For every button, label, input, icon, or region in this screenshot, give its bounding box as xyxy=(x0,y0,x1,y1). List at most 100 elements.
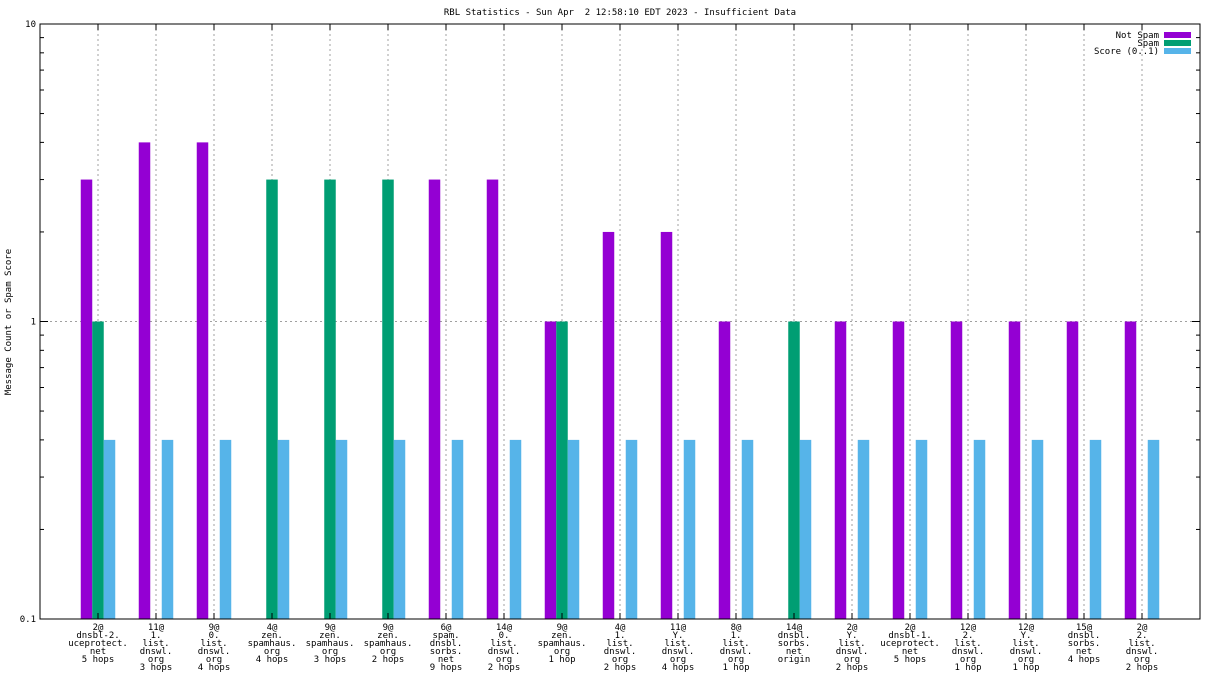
legend-swatch xyxy=(1164,48,1191,54)
bar-score-0-1 xyxy=(335,439,348,619)
category-label-line: 2 hops xyxy=(372,655,405,665)
y-tick-label: 0.1 xyxy=(20,615,36,625)
bar-score-0-1 xyxy=(103,439,116,619)
category-label-line: 5 hops xyxy=(82,655,115,665)
category-label-line: 9@ xyxy=(557,623,568,633)
category-label-line: org xyxy=(728,655,744,665)
category-label: 11@ 1. list. dnswl. org 3 hops xyxy=(140,623,173,673)
category-label-line: 9@ xyxy=(383,623,394,633)
bar-not-spam xyxy=(834,321,847,619)
category-label-line: dnswl. xyxy=(836,647,869,657)
category-label-line: 0. xyxy=(209,631,220,641)
category-label-line: 9@ xyxy=(325,623,336,633)
category-label: 2@ dnsbl-1. uceprotect. net 5 hops xyxy=(880,623,940,665)
category-label-line: Y. xyxy=(673,631,684,641)
bar-not-spam xyxy=(1008,321,1021,619)
category-label: 14@ 0. list. dnswl. org 2 hops xyxy=(488,623,521,673)
bar-score-0-1 xyxy=(973,439,986,619)
category-label-line: sorbs. xyxy=(1068,639,1101,649)
bar-not-spam xyxy=(1124,321,1137,619)
category-label-line: list. xyxy=(838,639,865,649)
bar-not-spam xyxy=(544,321,557,619)
bar-spam xyxy=(556,321,568,619)
category-label-line: list. xyxy=(490,639,517,649)
category-label-line: 9 hops xyxy=(430,663,463,673)
category-label-line: 1. xyxy=(615,631,626,641)
bar-not-spam xyxy=(892,321,905,619)
category-label-line: 1 hop xyxy=(1012,663,1039,673)
y-axis-label: Message Count or Spam Score xyxy=(4,249,14,395)
category-label-line: Y. xyxy=(847,631,858,641)
category-label-line: list. xyxy=(664,639,691,649)
category-label: 9@ zen. spamhaus. org 2 hops xyxy=(364,623,413,665)
category-label-line: list. xyxy=(1128,639,1155,649)
category-label-line: org xyxy=(322,647,338,657)
category-label-line: 1 hop xyxy=(722,663,749,673)
category-label-line: 9@ xyxy=(209,623,220,633)
bar-not-spam xyxy=(602,231,615,619)
bar-not-spam xyxy=(196,142,209,619)
category-label-line: list. xyxy=(606,639,633,649)
category-label-line: 14@ xyxy=(496,623,513,633)
category-label-line: 2@ xyxy=(905,623,916,633)
category-label: 4@ 1. list. dnswl. org 2 hops xyxy=(604,623,637,673)
category-label-line: spamhaus. xyxy=(538,639,587,649)
category-label-line: 14@ xyxy=(786,623,803,633)
bar-not-spam xyxy=(718,321,731,619)
category-label-line: org xyxy=(380,647,396,657)
category-label-line: net xyxy=(902,647,918,657)
category-label-line: 4 hops xyxy=(198,663,231,673)
bar-not-spam xyxy=(80,179,93,619)
category-label-line: zen. xyxy=(319,631,341,641)
category-label-line: dnsbl. xyxy=(1068,631,1101,641)
category-label-line: org xyxy=(844,655,860,665)
category-label-line: uceprotect. xyxy=(68,639,128,649)
chart-title: RBL Statistics - Sun Apr 2 12:58:10 EDT … xyxy=(444,8,796,18)
bar-score-0-1 xyxy=(799,439,812,619)
category-label-line: 2 hops xyxy=(604,663,637,673)
category-label-line: dnswl. xyxy=(604,647,637,657)
bars xyxy=(80,142,1160,619)
bar-spam xyxy=(382,179,394,619)
category-label-line: dnsbl. xyxy=(430,639,463,649)
bar-score-0-1 xyxy=(567,439,580,619)
legend-label: Spam xyxy=(1137,39,1159,49)
bar-score-0-1 xyxy=(1031,439,1044,619)
category-label-line: uceprotect. xyxy=(880,639,940,649)
category-label-line: org xyxy=(496,655,512,665)
category-label-line: 4 hops xyxy=(256,655,289,665)
category-label-line: Y. xyxy=(1021,631,1032,641)
category-label: 11@ Y. list. dnswl. org 4 hops xyxy=(662,623,695,673)
bar-score-0-1 xyxy=(277,439,290,619)
category-label: 15@ dnsbl. sorbs. net 4 hops xyxy=(1068,623,1101,665)
axis-ticks: 0.1 1 10 xyxy=(20,20,1200,625)
category-label-line: list. xyxy=(954,639,981,649)
category-label-line: list. xyxy=(722,639,749,649)
legend-swatch xyxy=(1164,40,1191,46)
category-label-line: org xyxy=(670,655,686,665)
category-label-line: 4 hops xyxy=(1068,655,1101,665)
category-label-line: org xyxy=(1134,655,1150,665)
category-label-line: 11@ xyxy=(670,623,687,633)
category-label: 6@ spam. dnsbl. sorbs. net 9 hops xyxy=(430,623,463,673)
category-label-line: spam. xyxy=(432,631,459,641)
bar-score-0-1 xyxy=(625,439,638,619)
category-label-line: 4@ xyxy=(615,623,626,633)
category-label: 2@ Y. list. dnswl. org 2 hops xyxy=(836,623,869,673)
category-label-line: org xyxy=(148,655,164,665)
category-label-line: org xyxy=(1018,655,1034,665)
bar-spam xyxy=(92,321,104,619)
category-label-line: dnsbl-1. xyxy=(888,631,931,641)
category-label-line: 6@ xyxy=(441,623,452,633)
category-label-line: 1. xyxy=(151,631,162,641)
bar-score-0-1 xyxy=(161,439,174,619)
category-label-line: 2@ xyxy=(847,623,858,633)
bar-not-spam xyxy=(138,142,151,619)
category-label-line: 2 hops xyxy=(488,663,521,673)
category-label-line: org xyxy=(206,655,222,665)
bar-score-0-1 xyxy=(857,439,870,619)
bar-score-0-1 xyxy=(509,439,522,619)
bar-not-spam xyxy=(486,179,499,619)
